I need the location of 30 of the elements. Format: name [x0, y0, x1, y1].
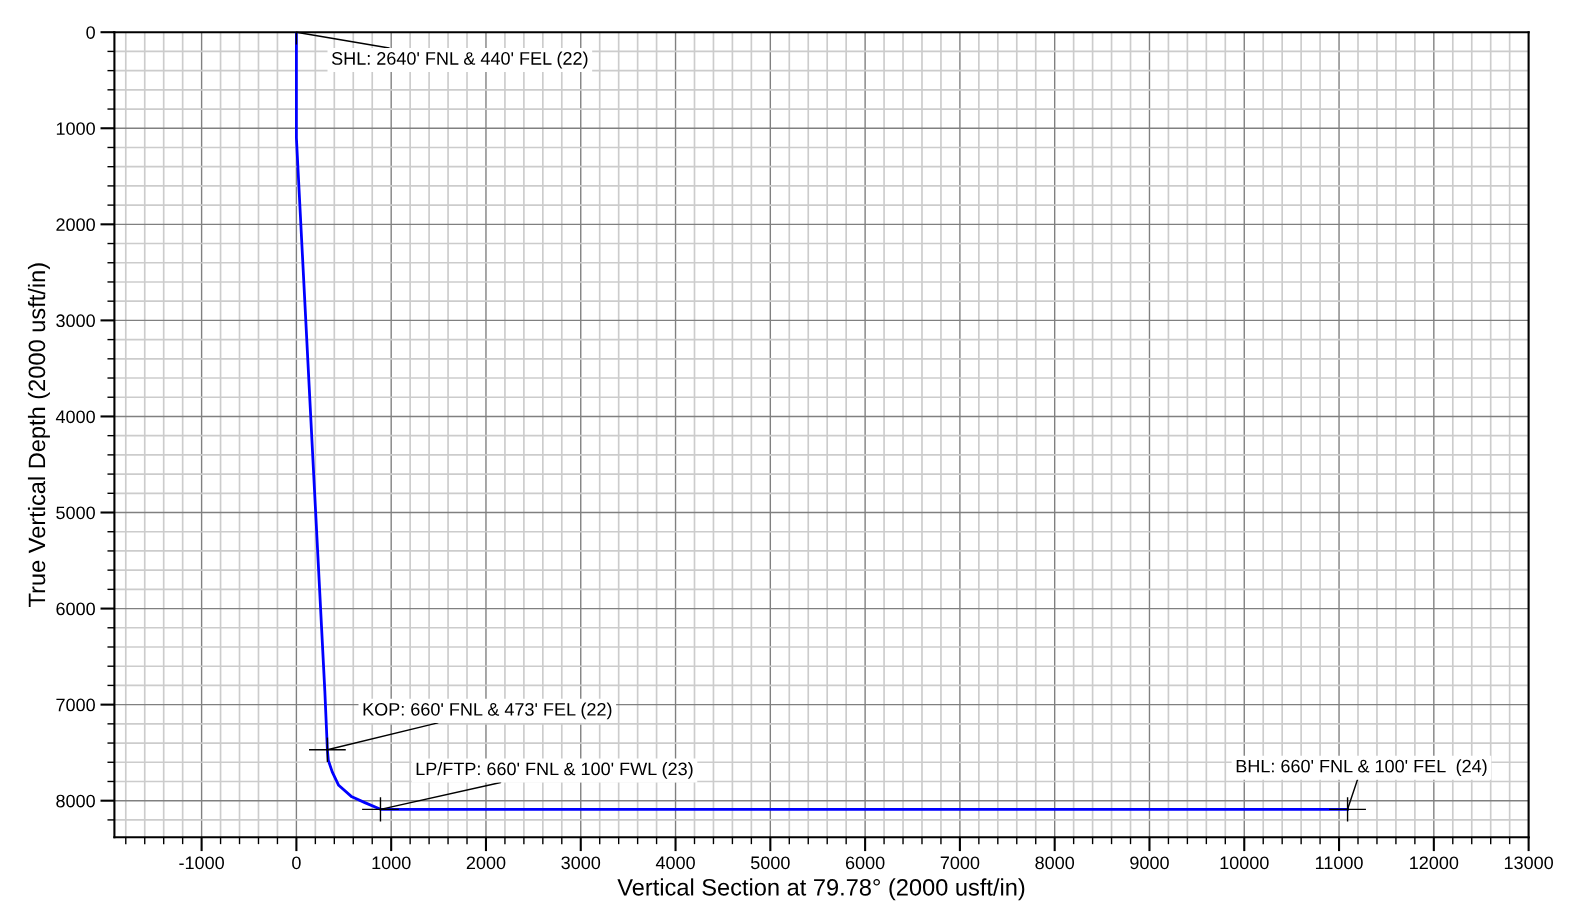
x-tick-label: -1000	[179, 856, 224, 870]
x-tick-label: 2000	[466, 856, 506, 870]
x-tick-label: 5000	[750, 856, 790, 870]
x-tick-label: 13000	[1504, 856, 1554, 870]
x-tick-label: 11000	[1315, 856, 1363, 870]
annotation: LP/FTP: 660' FNL & 100' FWL (23)	[416, 762, 693, 779]
x-tick-label: 0	[292, 856, 301, 870]
x-tick-label: 9000	[1130, 856, 1169, 870]
y-axis-title: True Vertical Depth (2000 usft/in)	[27, 263, 50, 607]
x-axis-title: Vertical Section at 79.78° (2000 usft/in)	[617, 878, 1025, 901]
y-tick-label: 5000	[56, 506, 95, 520]
y-tick-label: 3000	[56, 314, 95, 328]
x-tick-label: 8000	[1035, 856, 1075, 870]
y-tick-label: 6000	[56, 602, 95, 616]
x-tick-label: 7000	[940, 856, 980, 870]
y-tick-label: 4000	[55, 410, 95, 424]
x-tick-label: 10000	[1220, 856, 1269, 870]
y-tick-label: 2000	[56, 218, 95, 232]
x-tick-label: 3000	[561, 856, 601, 870]
y-tick-label: 0	[86, 26, 95, 39]
annotation: SHL: 2640' FNL & 440' FEL (22)	[331, 51, 588, 69]
x-tick-label: 12000	[1410, 856, 1459, 870]
annotation: KOP: 660' FNL & 473' FEL (22)	[363, 702, 612, 720]
x-tick-label: 1000	[372, 856, 411, 870]
y-tick-label: 8000	[56, 794, 95, 808]
y-tick-label: 7000	[56, 698, 95, 712]
x-tick-label: 4000	[655, 856, 695, 870]
x-tick-label: 6000	[845, 856, 885, 870]
annotation: BHL: 660' FNL & 100' FEL (24)	[1236, 759, 1487, 777]
y-tick-label: 1000	[56, 122, 95, 135]
